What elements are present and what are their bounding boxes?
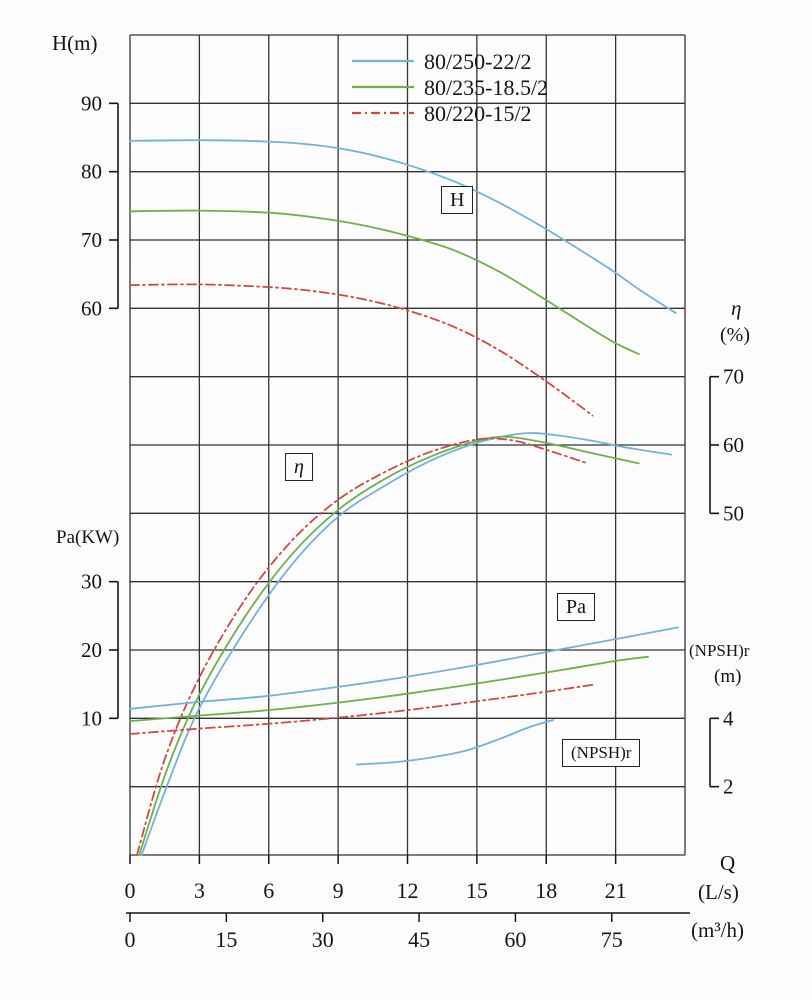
- x-tick-label-ls: 12: [397, 878, 419, 903]
- eta-axis-unit: (%): [720, 324, 750, 346]
- x-tick-label-m3h: 75: [601, 927, 623, 952]
- x-tick-label-m3h: 15: [215, 927, 237, 952]
- eta-tick-label: 50: [723, 501, 744, 525]
- x-tick-label-ls: 3: [194, 878, 205, 903]
- npsh-curve-label-box: (NPSH)r: [562, 739, 641, 767]
- curve-80-250-22-2-NPSHr: [355, 719, 555, 766]
- H-tick-label: 70: [81, 228, 102, 252]
- H-tick-label: 60: [81, 296, 102, 320]
- eta-curve-label-box: η: [285, 453, 313, 481]
- h-axis-label: H(m): [52, 31, 98, 55]
- Pa-tick-label: 20: [81, 638, 102, 662]
- Pa-tick-label: 30: [81, 570, 102, 594]
- legend-label: 80/235-18.5/2: [424, 75, 548, 100]
- q-axis-label: Q: [720, 851, 736, 875]
- x-tick-label-m3h: 0: [125, 927, 136, 952]
- curve-80-220-15-2-H: [129, 283, 594, 417]
- H-tick-label: 80: [81, 160, 102, 184]
- curve-80-220-15-2-Pa: [129, 683, 594, 735]
- NPSH-tick-label: 2: [723, 775, 734, 799]
- npsh-axis-label: (NPSH)r: [689, 641, 750, 660]
- x-tick-label-ls: 15: [466, 878, 488, 903]
- H-tick-label: 90: [81, 91, 102, 115]
- x-tick-label-ls: 18: [535, 878, 557, 903]
- NPSH-tick-label: 4: [723, 706, 734, 730]
- npsh-axis-unit: (m): [714, 666, 742, 687]
- legend-label: 80/220-15/2: [424, 101, 532, 126]
- eta-tick-label: 70: [723, 365, 744, 389]
- legend-label: 80/250-22/2: [424, 49, 532, 74]
- eta-axis-label: η: [731, 296, 742, 320]
- curve-80-235-18.5-2-H: [129, 209, 640, 355]
- pa-curve-label-box: Pa: [557, 593, 595, 621]
- eta-tick-label: 60: [723, 433, 744, 457]
- x-tick-label-m3h: 60: [504, 927, 526, 952]
- x-tick-label-ls: 0: [125, 878, 136, 903]
- curve-80-235-18.5-2-Pa: [129, 655, 649, 722]
- q-axis-unit-m3h: (m³/h): [691, 918, 744, 942]
- x-tick-label-m3h: 30: [312, 927, 334, 952]
- h-curve-label-box: H: [441, 186, 474, 214]
- curve-80-250-22-2-eta: [140, 432, 672, 856]
- x-tick-label-ls: 9: [333, 878, 344, 903]
- x-tick-label-ls: 6: [263, 878, 274, 903]
- pa-axis-label: Pa(KW): [56, 527, 120, 548]
- Pa-tick-label: 10: [81, 706, 102, 730]
- x-tick-label-ls: 21: [605, 878, 627, 903]
- x-tick-label-m3h: 45: [408, 927, 430, 952]
- curve-80-250-22-2-Pa: [129, 626, 679, 710]
- curve-80-235-18.5-2-eta: [138, 435, 640, 856]
- curve-80-250-22-2-H: [129, 139, 677, 314]
- q-axis-unit-ls: (L/s): [698, 880, 739, 904]
- curve-80-220-15-2-eta: [136, 437, 589, 856]
